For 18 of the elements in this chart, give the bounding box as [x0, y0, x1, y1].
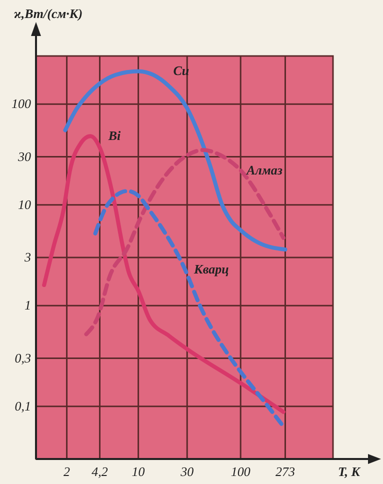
x-tick-label: 100: [230, 464, 251, 479]
series-label: Кварц: [193, 261, 229, 276]
x-tick-label: 4,2: [92, 464, 108, 479]
x-axis-title: T, K: [338, 464, 362, 479]
y-tick-label: 10: [18, 196, 32, 212]
y-tick-label: 0,1: [14, 398, 31, 414]
series-label: Bi: [107, 128, 122, 144]
y-tick-label: 100: [12, 96, 32, 112]
series-label: Алмаз: [246, 162, 282, 178]
x-tick-label: 30: [180, 464, 194, 479]
y-tick-label: 0,3: [14, 350, 32, 366]
x-tick-label: 273: [275, 464, 296, 479]
y-tick-label: 30: [17, 148, 32, 164]
x-tick-label: 10: [132, 464, 146, 479]
y-tick-label: 3: [24, 250, 32, 264]
y-axis-title: ϰ,Вт/(см·К): [14, 6, 83, 21]
x-tick-label: 2: [64, 464, 71, 479]
y-tick-label: 1: [24, 298, 31, 313]
